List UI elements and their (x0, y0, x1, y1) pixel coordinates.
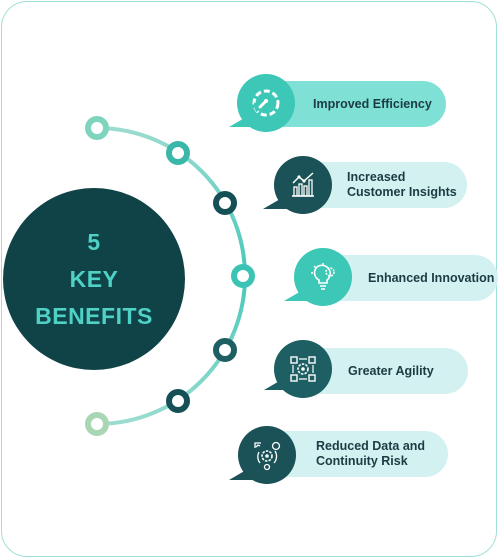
benefit-label-3: Enhanced Innovation (368, 270, 495, 285)
benefit-label-1: Improved Efficiency (313, 96, 432, 111)
benefit-bubble-5 (238, 426, 296, 484)
benefit-bubble-4 (274, 340, 332, 398)
arc-node-6 (166, 389, 190, 413)
key-benefits-circle: 5 KEY BENEFITS (3, 188, 185, 370)
arc-node-3 (213, 191, 237, 215)
benefit-label-4: Greater Agility (348, 363, 434, 378)
arc-node-2 (166, 141, 190, 165)
arc-node-7 (85, 412, 109, 436)
risk-shield-icon (254, 441, 281, 471)
arc-node-5 (213, 338, 237, 362)
benefit-label-5: Reduced Data and Continuity Risk (316, 439, 426, 468)
chart-insights-icon (292, 172, 314, 197)
center-key: KEY (69, 265, 119, 292)
center-benefits: BENEFITS (35, 302, 153, 329)
lightbulb-gear-icon (311, 263, 335, 290)
arc-node-4 (231, 264, 255, 288)
benefit-bubble-3 (294, 248, 352, 306)
center-number: 5 (87, 228, 101, 255)
gauge-icon (252, 89, 280, 117)
agility-cycle-icon (290, 356, 316, 382)
arc-node-1 (85, 116, 109, 140)
benefit-bubble-1 (237, 74, 295, 132)
benefit-label-2: Increased Customer Insights (347, 170, 457, 199)
benefit-bubble-2 (274, 156, 332, 214)
